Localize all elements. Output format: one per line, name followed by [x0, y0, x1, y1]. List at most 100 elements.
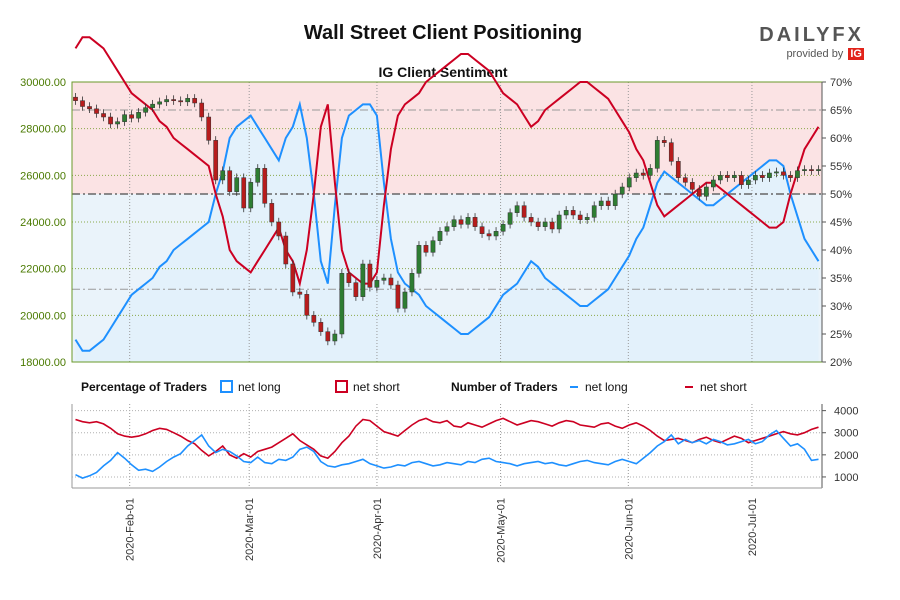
y2-tick-label: 40% [830, 245, 852, 257]
candle-body [612, 193, 618, 206]
candle-body [325, 331, 331, 342]
y2-tick-label: 70% [830, 77, 852, 89]
lower-tick-label: 3000 [834, 428, 858, 440]
candle-body [626, 177, 632, 188]
lower-tick-label: 1000 [834, 472, 858, 484]
candle-body [122, 114, 127, 122]
candle-body [381, 277, 387, 281]
candle-body [87, 106, 92, 110]
lower-tick-label: 4000 [834, 406, 858, 418]
candle-body [178, 100, 183, 103]
candle-body [339, 273, 345, 335]
candle-body [150, 103, 155, 108]
dash-long-icon [570, 386, 578, 388]
candle-body [402, 291, 408, 309]
candle-body [668, 142, 674, 162]
x-tick-label: 2020-May-01 [496, 498, 508, 563]
y-tick-label: 18000.00 [20, 357, 66, 369]
net-long-pct-line [74, 100, 820, 352]
candle-body [297, 291, 303, 295]
chart-subtitle: IG Client Sentiment [378, 64, 508, 80]
short-zone [72, 82, 822, 194]
candle-body [374, 280, 380, 288]
net-long-count-line [75, 429, 819, 479]
candle-body [444, 226, 450, 232]
candle-body [563, 210, 569, 216]
candle-body [486, 233, 492, 237]
candle-body [213, 140, 219, 181]
candle-body [577, 214, 583, 220]
candle-body [332, 333, 338, 342]
candle-body [199, 102, 205, 118]
y2-tick-label: 45% [830, 217, 852, 229]
candle-body [283, 235, 289, 265]
candle-body [73, 96, 78, 101]
candle-body [248, 182, 254, 209]
candle-body [206, 116, 212, 141]
y2-tick-label: 50% [830, 189, 852, 201]
candle-body [528, 217, 534, 223]
x-tick-label: 2020-Jul-01 [747, 498, 759, 556]
candle-body [654, 140, 660, 169]
candle-body [711, 179, 716, 188]
candle-body [584, 217, 590, 220]
candle-body [220, 170, 226, 181]
candle-body [696, 189, 702, 197]
candle-body [549, 221, 555, 230]
candle-body [318, 322, 324, 332]
candle-body [465, 217, 471, 225]
candle-body [227, 170, 233, 192]
candle-body [129, 114, 134, 119]
candle-body [430, 240, 436, 253]
candle-body [591, 205, 597, 218]
candle-body [234, 177, 240, 192]
candle-body [809, 169, 814, 171]
candle-body [507, 212, 513, 225]
candle-body [781, 171, 786, 176]
square-long-icon [220, 380, 233, 393]
y-tick-label: 26000.00 [20, 170, 66, 182]
candle-body [493, 231, 499, 237]
candle-body [570, 210, 576, 216]
candle-body [689, 182, 695, 190]
candle-body [451, 219, 457, 227]
candle-body [360, 263, 366, 297]
y-tick-label: 24000.00 [20, 217, 66, 229]
candle-body [598, 200, 604, 206]
candle-body [388, 277, 394, 286]
candle-body [185, 98, 191, 103]
candle-body [346, 273, 352, 283]
candle-body [290, 263, 296, 293]
candle-body [774, 171, 779, 174]
y2-tick-label: 35% [830, 273, 852, 285]
y2-tick-label: 30% [830, 301, 852, 313]
x-tick-label: 2020-Apr-01 [372, 498, 384, 559]
x-tick-label: 2020-Feb-01 [125, 498, 137, 561]
candle-body [479, 226, 485, 234]
y2-tick-label: 60% [830, 133, 852, 145]
y-tick-label: 28000.00 [20, 124, 66, 136]
lower-tick-label: 2000 [834, 450, 858, 462]
candle-body [556, 214, 562, 230]
candle-body [353, 282, 359, 297]
candle-body [521, 205, 527, 218]
page-title: Wall Street Client Positioning [303, 22, 583, 44]
candle-body [416, 245, 422, 274]
brand-tagline: provided by IG [786, 48, 864, 60]
candle-body [241, 177, 247, 209]
legend-num-heading: Number of Traders [451, 380, 558, 394]
net-long-area [75, 104, 819, 363]
candle-body [760, 175, 765, 178]
legend-pct-long: net long [220, 380, 281, 394]
candle-body [661, 140, 667, 143]
candle-body [94, 108, 99, 114]
candle-body [718, 175, 723, 181]
y-tick-label: 20000.00 [20, 310, 66, 322]
candle-body [269, 203, 275, 223]
y-tick-label: 22000.00 [20, 264, 66, 276]
legend: Percentage of Traders net long net short… [0, 380, 900, 396]
y2-tick-label: 65% [830, 105, 852, 117]
net-short-count-line [75, 417, 819, 460]
candle-body [101, 113, 106, 118]
